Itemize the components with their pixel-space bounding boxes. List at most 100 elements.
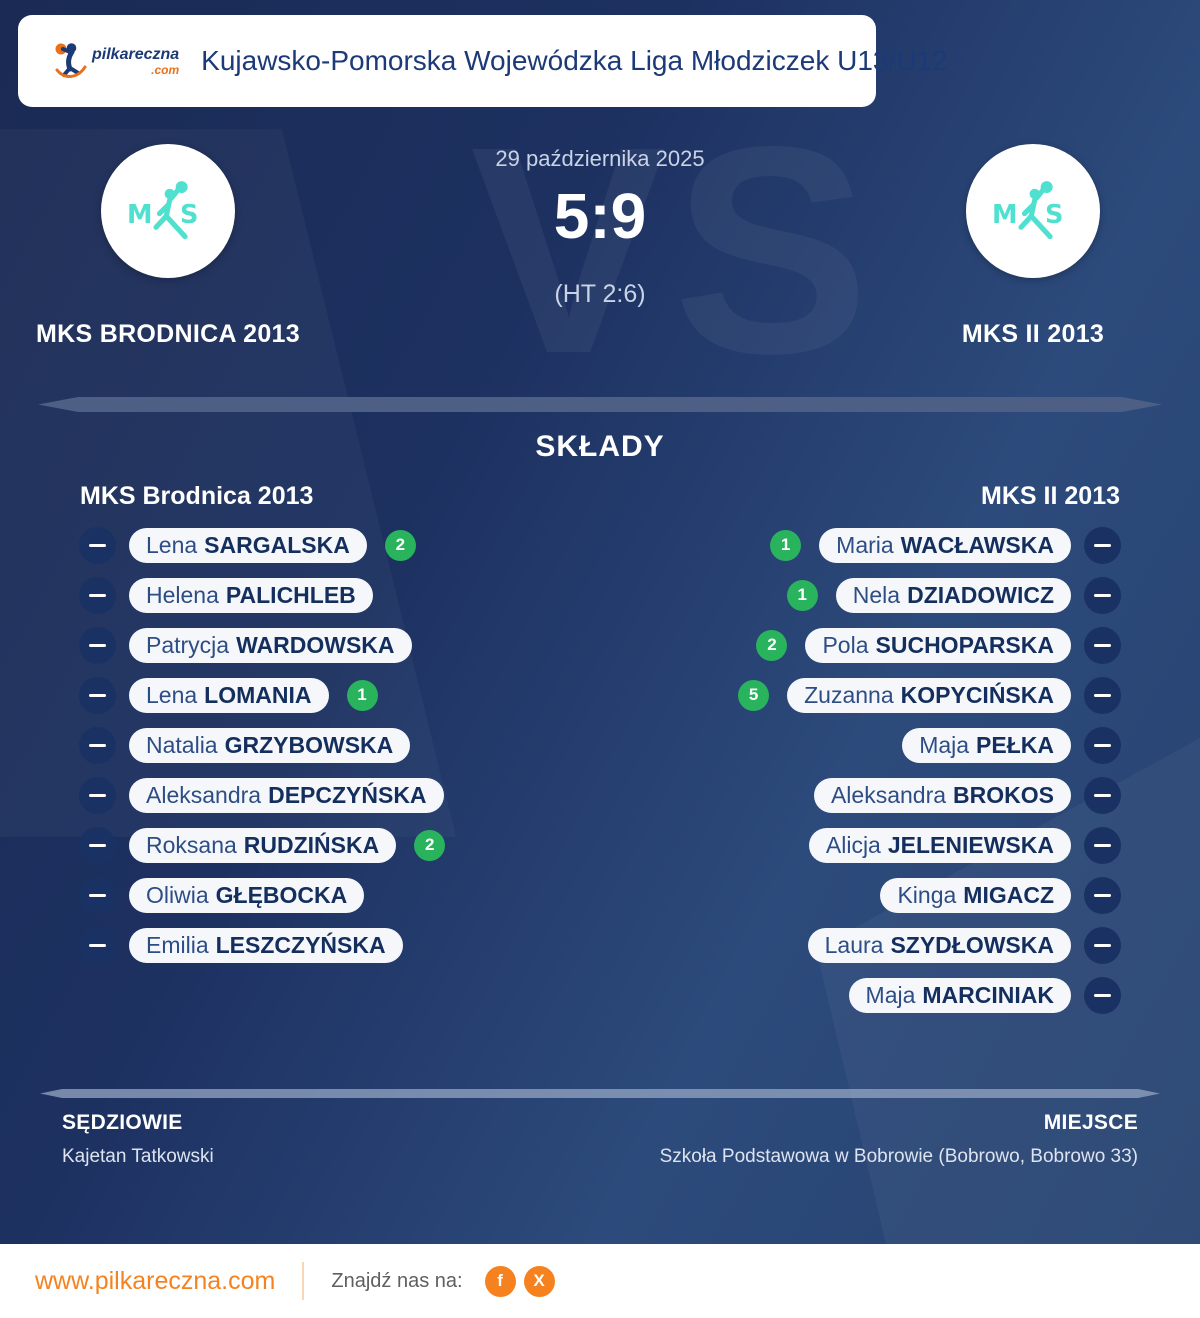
player-number-placeholder bbox=[1084, 926, 1121, 964]
dash-icon bbox=[1094, 643, 1111, 647]
home-team: M S MKS BRODNICA 2013 bbox=[35, 140, 301, 349]
referees-block: SĘDZIOWIE Kajetan Tatkowski bbox=[62, 1111, 214, 1168]
player-last-name: GRZYBOWSKA bbox=[224, 731, 394, 758]
player-number-placeholder bbox=[1084, 876, 1121, 914]
player-row: 5 Zuzanna KOPYCIŃSKA bbox=[738, 670, 1121, 720]
vs-watermark: VS bbox=[470, 85, 876, 415]
dash-icon bbox=[1094, 943, 1111, 947]
player-first-name: Lena bbox=[146, 681, 198, 708]
dash-icon bbox=[1094, 743, 1111, 747]
player-name-pill: Kinga MIGACZ bbox=[880, 877, 1071, 913]
player-last-name: WACŁAWSKA bbox=[900, 531, 1054, 558]
dash-icon bbox=[89, 943, 106, 947]
player-first-name: Aleksandra bbox=[146, 781, 262, 808]
player-name-pill: Patrycja WARDOWSKA bbox=[129, 627, 412, 663]
player-last-name: LESZCZYŃSKA bbox=[215, 931, 386, 958]
player-name-pill: Roksana RUDZIŃSKA bbox=[129, 827, 397, 863]
player-first-name: Nela bbox=[852, 581, 901, 608]
match-date: 29 października 2025 bbox=[495, 146, 705, 171]
goals-badge: 2 bbox=[414, 829, 446, 861]
player-last-name: PALICHLEB bbox=[225, 581, 356, 608]
match-meta: SĘDZIOWIE Kajetan Tatkowski MIEJSCE Szko… bbox=[62, 1111, 1138, 1168]
mks-club-crest-icon: M S bbox=[992, 181, 1063, 240]
facebook-icon[interactable]: f bbox=[484, 1265, 516, 1297]
brand-text: pilkareczna .com bbox=[92, 46, 179, 76]
player-name-pill: Aleksandra DEPCZYŃSKA bbox=[129, 777, 444, 813]
player-name-pill: Maria WACŁAWSKA bbox=[819, 527, 1071, 563]
player-row: Laura SZYDŁOWSKA bbox=[807, 920, 1121, 970]
player-number-placeholder bbox=[79, 876, 116, 914]
dash-icon bbox=[1094, 893, 1111, 897]
player-row: 2 Pola SUCHOPARSKA bbox=[756, 620, 1121, 670]
meta-divider-line bbox=[40, 1089, 1160, 1098]
player-first-name: Emilia bbox=[146, 931, 209, 958]
player-row: 1 Nela DZIADOWICZ bbox=[786, 570, 1121, 620]
dash-icon bbox=[1094, 543, 1111, 547]
player-row: Aleksandra DEPCZYŃSKA bbox=[79, 770, 444, 820]
competition-header-card: pilkareczna .com Kujawsko-Pomorska Wojew… bbox=[18, 15, 948, 107]
section-divider-arrow bbox=[38, 397, 1162, 412]
dash-icon bbox=[1094, 843, 1111, 847]
player-last-name: DEPCZYŃSKA bbox=[268, 781, 427, 808]
player-name-pill: Helena PALICHLEB bbox=[129, 577, 373, 613]
player-last-name: KOPYCIŃSKA bbox=[900, 681, 1054, 708]
away-roster-header: MKS II 2013 bbox=[981, 482, 1120, 510]
player-name-pill: Maja MARCINIAK bbox=[848, 977, 1071, 1013]
pilkareczna-logo: pilkareczna .com bbox=[54, 40, 179, 82]
player-first-name: Pola bbox=[822, 631, 869, 658]
player-name-pill: Oliwia GŁĘBOCKA bbox=[129, 877, 365, 913]
away-team-name: MKS II 2013 bbox=[961, 320, 1105, 348]
dash-icon bbox=[89, 593, 106, 597]
player-number-placeholder bbox=[79, 826, 116, 864]
player-first-name: Lena bbox=[146, 531, 198, 558]
goals-badge: 1 bbox=[786, 579, 818, 611]
dash-icon bbox=[89, 693, 106, 697]
player-last-name: PEŁKA bbox=[976, 731, 1054, 758]
home-team-name: MKS BRODNICA 2013 bbox=[36, 320, 300, 348]
referees-value: Kajetan Tatkowski bbox=[62, 1146, 214, 1167]
goals-badge: 5 bbox=[738, 679, 770, 711]
goals-badge: 2 bbox=[384, 529, 416, 561]
venue-label: MIEJSCE bbox=[1043, 1111, 1138, 1134]
player-row: Natalia GRZYBOWSKA bbox=[79, 720, 411, 770]
svg-text:M: M bbox=[127, 200, 152, 230]
player-first-name: Aleksandra bbox=[830, 781, 947, 808]
player-first-name: Patrycja bbox=[146, 631, 230, 658]
x-icon[interactable]: X bbox=[523, 1265, 555, 1297]
player-last-name: DZIADOWICZ bbox=[907, 581, 1054, 608]
away-team: M S MKS II 2013 bbox=[900, 140, 1166, 349]
player-last-name: LOMANIA bbox=[204, 681, 312, 708]
player-last-name: JELENIEWSKA bbox=[887, 831, 1054, 858]
player-number-placeholder bbox=[1084, 826, 1121, 864]
player-first-name: Laura bbox=[824, 931, 884, 958]
roster-column-headers: MKS Brodnica 2013 MKS II 2013 bbox=[80, 482, 1120, 511]
social-label: Znajdź nas na: bbox=[331, 1269, 463, 1292]
player-row: 1 Maria WACŁAWSKA bbox=[770, 520, 1121, 570]
player-number-placeholder bbox=[1084, 526, 1121, 564]
svg-text:S: S bbox=[180, 200, 198, 230]
player-last-name: WARDOWSKA bbox=[236, 631, 395, 658]
home-roster-header: MKS Brodnica 2013 bbox=[80, 482, 314, 510]
website-link[interactable]: www.pilkareczna.com bbox=[35, 1266, 276, 1295]
lineups-heading: SKŁADY bbox=[535, 430, 665, 463]
player-number-placeholder bbox=[79, 626, 116, 664]
final-score: 5:9 bbox=[553, 180, 647, 252]
player-last-name: MARCINIAK bbox=[922, 981, 1054, 1008]
player-number-placeholder bbox=[79, 726, 116, 764]
dash-icon bbox=[89, 893, 106, 897]
player-name-pill: Alicja JELENIEWSKA bbox=[808, 827, 1071, 863]
player-row: Roksana RUDZIŃSKA 2 bbox=[79, 820, 446, 870]
venue-block: MIEJSCE Szkoła Podstawowa w Bobrowie (Bo… bbox=[660, 1111, 1138, 1168]
player-row: Alicja JELENIEWSKA bbox=[808, 820, 1121, 870]
referees-label: SĘDZIOWIE bbox=[62, 1111, 183, 1134]
dash-icon bbox=[1094, 993, 1111, 997]
player-first-name: Roksana bbox=[146, 831, 237, 858]
dash-icon bbox=[89, 743, 106, 747]
dash-icon bbox=[1094, 793, 1111, 797]
home-roster: Lena SARGALSKA 2 Helena PALICHLEB bbox=[79, 520, 446, 1020]
player-last-name: GŁĘBOCKA bbox=[215, 881, 348, 908]
player-last-name: MIGACZ bbox=[963, 881, 1054, 908]
player-row: Patrycja WARDOWSKA bbox=[79, 620, 412, 670]
dash-icon bbox=[1094, 693, 1111, 697]
footer-vertical-divider bbox=[302, 1262, 305, 1300]
